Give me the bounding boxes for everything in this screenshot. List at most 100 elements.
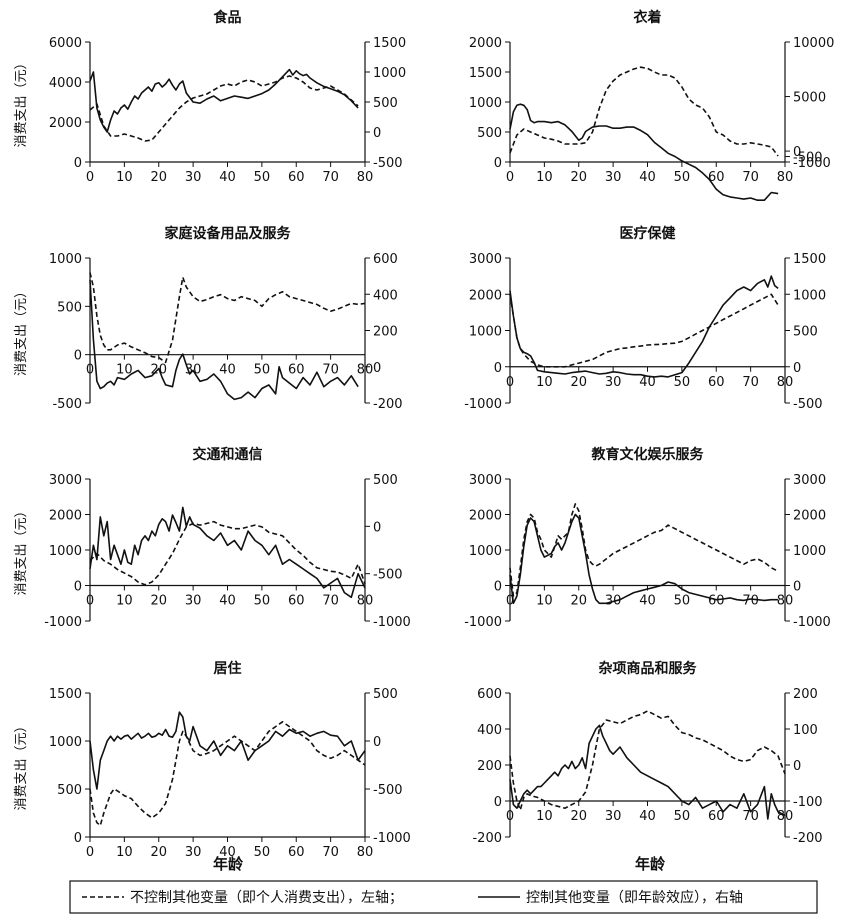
x-tick-label: 30 (605, 170, 622, 185)
chart-panel-8: 杂项商品和服务 -200 0 200 400 600 -200 -100 0 100 200 0 10 2… (472, 660, 822, 846)
right-y-tick-label: -200 (793, 831, 823, 846)
panel-title: 食品 (214, 9, 242, 26)
x-tick-label: 50 (254, 170, 271, 185)
x-axis-label-left: 年龄 (213, 855, 244, 873)
x-tick-label: 20 (570, 594, 587, 609)
right-y-tick-label: 1000 (793, 288, 826, 303)
left-y-tick-label: 1000 (49, 544, 82, 559)
left-y-tick-label: 0 (74, 580, 82, 595)
right-y-tick-label: 0 (793, 759, 801, 774)
x-tick-label: 0 (506, 809, 514, 824)
right-y-tick-label: 0 (793, 580, 801, 595)
left-y-tick-label: 1500 (469, 66, 502, 81)
x-tick-label: 0 (506, 170, 514, 185)
series-line-solid (509, 513, 779, 605)
x-tick-label: 50 (254, 845, 271, 860)
left-y-tick-label: 200 (477, 759, 502, 774)
x-tick-label: 60 (708, 809, 725, 824)
chart-panel-1: 食品 0 2000 4000 6000 -500 0 500 1000 1500 0 10 20 30 40… (49, 9, 406, 185)
x-tick-label: 80 (777, 170, 794, 185)
right-y-tick-label: 200 (373, 325, 398, 340)
left-y-tick-label: 0 (494, 795, 502, 810)
series-line-solid (509, 275, 779, 378)
x-tick-label: 10 (536, 594, 553, 609)
x-tick-label: 30 (185, 594, 202, 609)
right-y-tick-label: -200 (373, 397, 403, 412)
left-y-tick-label: 400 (477, 723, 502, 738)
right-y-tick-label: -500 (373, 568, 403, 583)
series-line-dashed (509, 503, 779, 597)
chart-panel-4: 医疗保健 -1000 0 1000 2000 3000 -500 0 500 1000 1500 0 1… (464, 225, 826, 412)
x-tick-label: 70 (322, 845, 339, 860)
left-y-tick-label: 1000 (49, 735, 82, 750)
legend-box (69, 880, 818, 914)
series-line-solid (89, 506, 366, 599)
x-tick-label: 50 (674, 809, 691, 824)
right-y-tick-label: 1500 (373, 36, 406, 51)
x-tick-label: 60 (288, 845, 305, 860)
panel-title: 居住 (214, 660, 242, 677)
left-y-tick-label: 1000 (49, 252, 82, 267)
series-line-dashed (509, 66, 779, 157)
y-axis-label: 消费支出（元） (14, 504, 29, 595)
x-tick-label: 20 (570, 809, 587, 824)
right-y-tick-label: 0 (793, 361, 801, 376)
panel-title: 医疗保健 (620, 225, 676, 242)
x-tick-label: 60 (708, 170, 725, 185)
x-tick-label: 40 (219, 170, 236, 185)
series-line-dashed (509, 293, 779, 368)
left-y-tick-label: 2000 (469, 36, 502, 51)
left-y-tick-label: 0 (74, 156, 82, 171)
x-tick-label: 0 (506, 594, 514, 609)
x-tick-label: 30 (605, 375, 622, 390)
x-tick-label: 10 (536, 809, 553, 824)
series-line-dashed (89, 520, 366, 586)
x-tick-label: 80 (357, 170, 374, 185)
left-y-tick-label: 600 (477, 687, 502, 702)
x-tick-label: 10 (116, 363, 133, 378)
series-line-dashed (509, 710, 786, 811)
x-tick-label: 70 (742, 375, 759, 390)
x-tick-label: 30 (605, 809, 622, 824)
x-tick-label: 20 (150, 594, 167, 609)
left-y-tick-label: 4000 (49, 76, 82, 91)
series-line-dashed (89, 75, 359, 142)
left-y-tick-label: 3000 (49, 473, 82, 488)
x-tick-label: 0 (86, 594, 94, 609)
x-tick-label: 20 (570, 170, 587, 185)
right-y-tick-label: -100 (793, 795, 823, 810)
left-y-tick-label: -1000 (464, 615, 502, 630)
x-tick-label: 20 (570, 375, 587, 390)
right-y-tick-label: 0 (373, 126, 381, 141)
right-y-tick-label: 500 (373, 687, 398, 702)
x-tick-label: 10 (116, 845, 133, 860)
panel-title: 杂项商品和服务 (599, 660, 698, 677)
right-y-tick-label: 600 (373, 252, 398, 267)
x-tick-label: 40 (219, 594, 236, 609)
series-line-solid (509, 724, 786, 820)
y-axis-label: 消费支出（元） (14, 56, 29, 147)
right-y-tick-label: -1000 (373, 831, 411, 846)
x-tick-label: 40 (639, 809, 656, 824)
x-tick-label: 60 (288, 363, 305, 378)
legend: 不控制其他变量（即个人消费支出），左轴； 控制其他变量（即年龄效应），右轴 (69, 880, 818, 914)
right-y-tick-label: 500 (373, 96, 398, 111)
x-tick-label: 70 (322, 170, 339, 185)
right-y-tick-label: -500 (793, 397, 823, 412)
x-tick-label: 50 (674, 375, 691, 390)
series-line-dashed (89, 720, 366, 827)
y-axis-label: 消费支出（元） (14, 285, 29, 376)
x-tick-label: 70 (742, 809, 759, 824)
x-tick-label: 60 (288, 170, 305, 185)
left-y-tick-label: 500 (477, 126, 502, 141)
right-y-tick-label: 10000 (793, 36, 834, 51)
x-tick-label: 0 (86, 170, 94, 185)
right-y-tick-label: 3000 (793, 473, 826, 488)
left-y-tick-label: 1000 (469, 96, 502, 111)
left-y-tick-label: 2000 (469, 509, 502, 524)
right-y-tick-label: -1000 (373, 615, 411, 630)
series-line-solid (89, 68, 359, 133)
right-y-tick-label: 0 (793, 145, 801, 160)
